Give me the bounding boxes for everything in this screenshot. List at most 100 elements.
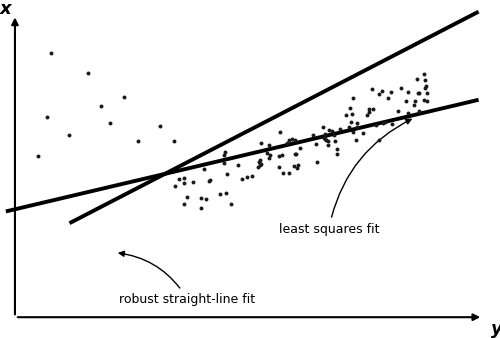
Point <box>368 87 376 92</box>
Point <box>404 90 412 95</box>
Point <box>292 152 300 157</box>
Point <box>349 95 357 100</box>
Point <box>197 196 205 201</box>
Point <box>188 179 196 184</box>
Point <box>156 123 164 129</box>
Point <box>321 131 329 137</box>
Point <box>180 175 188 180</box>
Point <box>254 159 262 164</box>
Text: y: y <box>491 320 500 338</box>
Point <box>422 91 430 96</box>
Point <box>376 137 384 142</box>
Point <box>378 88 386 93</box>
Point <box>202 196 209 201</box>
Point <box>243 174 251 179</box>
Point <box>48 50 56 55</box>
Point <box>258 162 266 167</box>
Point <box>278 152 286 158</box>
Point <box>223 171 231 177</box>
Point <box>180 201 188 206</box>
Point <box>322 136 330 142</box>
Point <box>256 157 264 162</box>
Point <box>422 77 430 83</box>
Point <box>320 135 328 141</box>
Point <box>264 155 272 161</box>
Point <box>220 161 228 166</box>
Point <box>293 165 301 171</box>
Point <box>106 121 114 126</box>
Point <box>285 138 293 143</box>
Point <box>222 190 230 196</box>
Point <box>325 127 333 133</box>
Point <box>262 151 270 156</box>
Point <box>221 149 229 155</box>
Point <box>365 106 373 112</box>
Point <box>318 124 326 129</box>
Point <box>365 110 373 115</box>
Point <box>290 138 298 143</box>
Point <box>290 163 298 169</box>
Point <box>346 105 354 111</box>
Point <box>412 77 420 82</box>
Text: robust straight-line fit: robust straight-line fit <box>119 251 256 306</box>
Point <box>330 138 338 144</box>
Point <box>359 130 367 136</box>
Point <box>266 152 274 158</box>
Point <box>363 113 371 118</box>
Point <box>387 90 395 95</box>
Point <box>98 103 106 108</box>
Point <box>368 106 376 111</box>
Point <box>66 132 74 138</box>
Point <box>134 138 141 144</box>
Point <box>423 98 431 104</box>
Point <box>234 163 241 168</box>
Point <box>205 178 213 184</box>
Point <box>275 164 283 169</box>
Point <box>265 142 273 148</box>
Point <box>353 121 361 126</box>
Point <box>175 176 183 182</box>
Point <box>411 99 419 104</box>
Point <box>330 132 338 138</box>
Point <box>422 86 430 91</box>
Point <box>372 122 380 128</box>
Point <box>200 166 208 172</box>
Point <box>402 98 410 103</box>
Point <box>288 136 296 142</box>
Point <box>312 142 320 147</box>
Point <box>184 194 192 199</box>
Point <box>254 164 262 170</box>
Point <box>422 83 430 89</box>
Point <box>394 109 402 114</box>
Point <box>282 141 290 146</box>
Point <box>216 191 224 196</box>
Point <box>220 152 228 158</box>
Point <box>348 111 356 117</box>
Point <box>380 119 388 124</box>
Point <box>276 153 283 159</box>
Point <box>322 138 330 143</box>
Point <box>198 205 205 210</box>
Point <box>34 153 42 158</box>
Point <box>257 140 265 146</box>
Point <box>171 184 179 189</box>
Point <box>309 133 317 138</box>
Point <box>414 90 422 95</box>
Point <box>415 108 423 114</box>
Point <box>352 124 360 129</box>
Point <box>384 95 392 100</box>
Point <box>324 138 332 143</box>
Point <box>294 162 302 168</box>
Point <box>332 151 340 157</box>
Point <box>278 171 286 176</box>
Point <box>410 103 418 108</box>
Point <box>285 171 293 176</box>
Point <box>333 146 341 151</box>
Point <box>227 201 235 206</box>
Point <box>349 129 357 135</box>
Point <box>397 85 405 91</box>
Point <box>238 176 246 181</box>
Point <box>43 115 51 120</box>
Point <box>313 160 321 165</box>
Point <box>180 180 188 185</box>
